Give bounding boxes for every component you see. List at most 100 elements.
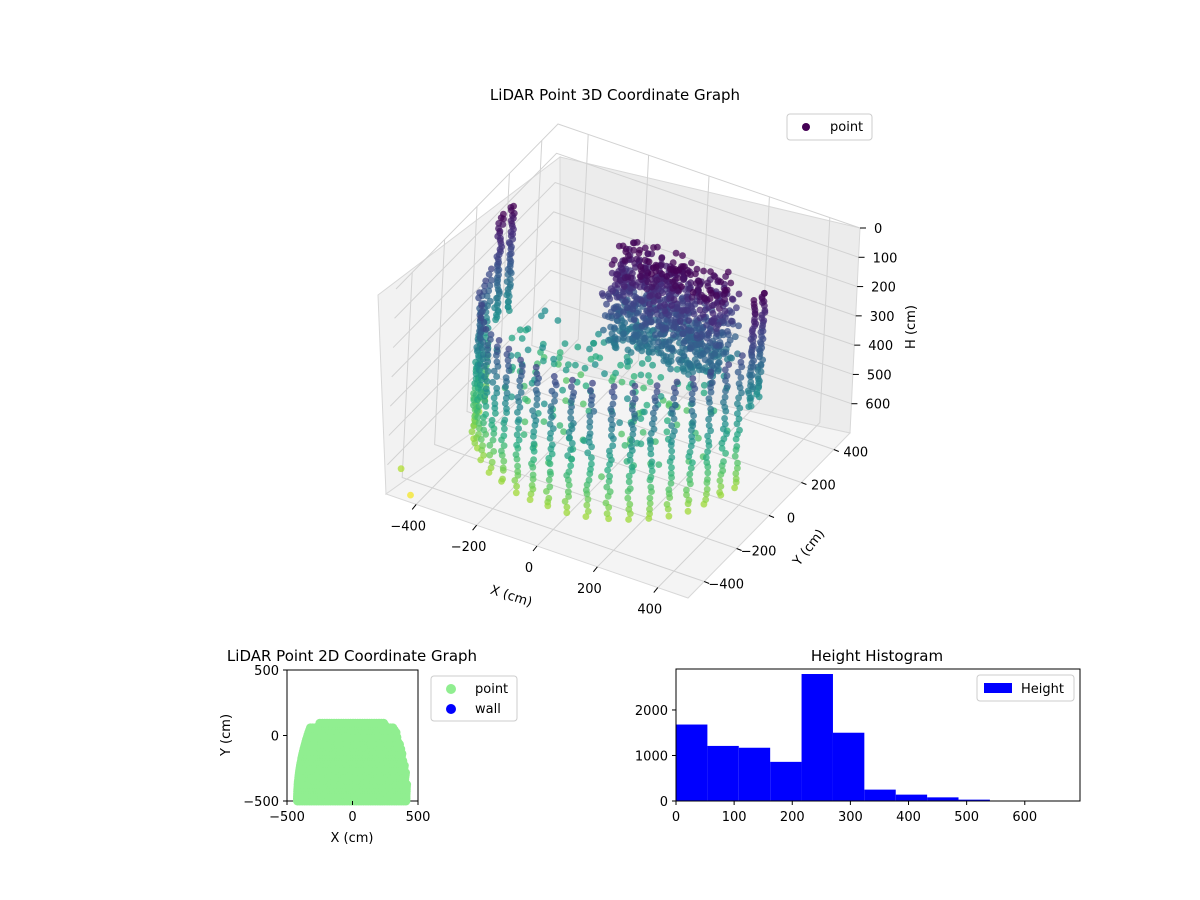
point-3d [718, 445, 726, 452]
point-3d [498, 447, 505, 455]
point-3d [646, 292, 654, 300]
point-3d [699, 366, 707, 374]
point-3d [613, 312, 620, 320]
point-3d [560, 428, 567, 435]
point-3d [515, 425, 522, 432]
point-3d [611, 324, 618, 331]
point-3d [648, 467, 656, 475]
point-3d [528, 482, 536, 489]
point-3d [603, 510, 611, 517]
point-3d [707, 368, 715, 376]
point-3d [649, 339, 657, 346]
point-3d [494, 233, 502, 240]
point-3d [479, 351, 487, 358]
point-3d [668, 447, 676, 455]
point-3d [476, 289, 483, 296]
point-3d [474, 413, 482, 421]
point-3d [671, 318, 679, 326]
point-3d [683, 486, 690, 494]
point-3d [670, 331, 677, 339]
point-3d [574, 343, 582, 351]
point-3d [477, 436, 485, 443]
point-3d [566, 434, 573, 442]
point-3d [518, 335, 526, 342]
point-3d [745, 403, 753, 411]
point-3d [646, 494, 654, 502]
point-3d [673, 366, 681, 373]
point-3d [471, 439, 479, 447]
point-3d [585, 438, 593, 446]
legend-2d-wall-marker [446, 704, 456, 714]
point-3d [587, 465, 594, 473]
point-3d [495, 220, 503, 227]
point-3d [591, 361, 599, 368]
point-3d [648, 458, 656, 466]
point-3d [707, 352, 715, 360]
point-3d [501, 425, 508, 433]
point-3d [732, 470, 740, 477]
point-3d [631, 395, 639, 403]
point-3d [690, 381, 697, 389]
point-3d [612, 275, 620, 283]
point-3d [587, 387, 594, 394]
point-3d [528, 379, 536, 387]
point-3d [475, 366, 483, 374]
point-3d [657, 393, 665, 400]
point-3d [754, 372, 762, 380]
point-3d [533, 370, 541, 378]
point-3d [512, 489, 520, 497]
point-3d [515, 436, 523, 444]
point-3d [663, 428, 671, 436]
point-3d [614, 335, 622, 343]
point-3d [620, 334, 627, 342]
point-3d [629, 306, 637, 313]
point-3d [563, 509, 571, 517]
point-3d [641, 244, 649, 252]
point-3d [686, 361, 694, 369]
point-3d [529, 407, 536, 414]
point-3d [608, 456, 615, 464]
point-3d [612, 344, 620, 352]
point-3d [520, 431, 528, 438]
point-3d [481, 373, 488, 381]
legend-histogram-swatch [984, 683, 1012, 693]
point-3d [628, 405, 636, 413]
point-3d [706, 295, 714, 303]
point-3d [550, 355, 557, 363]
point-3d [645, 515, 653, 522]
point-3d [737, 358, 745, 366]
point-3d [562, 397, 570, 404]
point-3d [727, 317, 735, 325]
point-3d [603, 300, 610, 308]
point-3d [567, 408, 574, 416]
point-3d [488, 458, 496, 466]
point-3d [731, 333, 739, 341]
point-3d [647, 483, 655, 491]
point-3d [680, 352, 688, 360]
point-3d [619, 242, 627, 250]
point-3d [631, 382, 639, 390]
point-3d [526, 496, 534, 504]
point-3d [630, 239, 638, 247]
point-3d [735, 322, 742, 330]
point-3d [647, 473, 655, 481]
z-axis-label-3d: H (cm) [904, 305, 919, 349]
point-3d [720, 350, 728, 358]
point-3d [695, 434, 702, 442]
x-tick-label-histogram: 0 [672, 810, 680, 825]
point-3d [546, 460, 554, 468]
histogram-ticks: 0 100 200 300 400 500 600 0 1000 2000 [635, 704, 1037, 825]
point-3d [516, 377, 524, 384]
point-3d [487, 336, 494, 343]
point-3d [643, 401, 651, 409]
point-3d [524, 325, 532, 333]
point-3d [644, 278, 652, 286]
point-3d [632, 323, 640, 330]
histogram-title: Height Histogram [811, 647, 943, 665]
point-3d [687, 442, 695, 450]
point-3d [485, 271, 493, 278]
point-3d [757, 338, 764, 346]
point-3d [690, 310, 698, 318]
point-3d [586, 418, 594, 426]
